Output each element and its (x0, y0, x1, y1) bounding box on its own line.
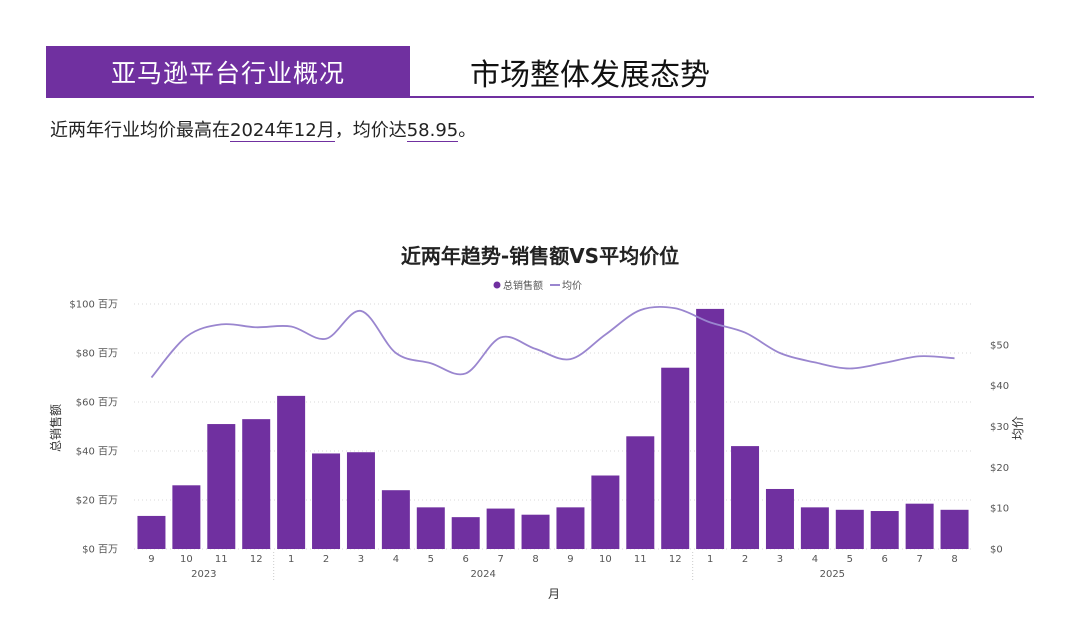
x-tick-label: 3 (358, 554, 364, 565)
line-series (150, 305, 955, 379)
header-tag-label: 亚马逊平台行业概况 (110, 59, 345, 88)
y-tick-label: $0 百万 (82, 544, 118, 556)
bar (486, 508, 515, 549)
bar (521, 514, 550, 549)
bar (905, 503, 934, 549)
x-tick-label: 7 (916, 554, 922, 565)
bar (626, 436, 655, 549)
y-tick-label: $40 百万 (76, 446, 118, 458)
bar (940, 509, 969, 549)
page-title: 市场整体发展态势 (470, 58, 710, 93)
bar (277, 395, 306, 549)
y2-tick-label: $0 (990, 545, 1003, 556)
y2-tick-label: $30 (990, 422, 1009, 433)
summary-suffix: 。 (458, 120, 477, 141)
x-tick-label: 2 (323, 554, 329, 565)
y2-tick-label: $10 (990, 504, 1009, 515)
x-axis-title: 月 (548, 587, 560, 601)
bar (416, 507, 445, 549)
bar (835, 509, 864, 549)
bar (765, 488, 794, 549)
x-tick-label: 9 (148, 554, 154, 565)
bar (556, 507, 585, 549)
x-tick-label: 8 (532, 554, 538, 565)
price-line (150, 305, 955, 379)
header-divider (46, 96, 1034, 98)
x-tick-label: 1 (288, 554, 294, 565)
bar (800, 507, 829, 549)
chart-title: 近两年趋势-销售额VS平均价位 (401, 244, 679, 268)
x-tick-label: 10 (180, 554, 193, 565)
x-tick-label: 10 (599, 554, 612, 565)
x-tick-label: 2 (742, 554, 748, 565)
bar (696, 308, 725, 549)
y2-tick-label: $50 (990, 340, 1009, 351)
x-tick-label: 11 (215, 554, 228, 565)
legend-label-price: 均价 (562, 280, 582, 292)
summary-peak-month: 2024年12月 (230, 120, 335, 142)
x-tick-label: 3 (777, 554, 783, 565)
bar (451, 517, 480, 549)
x-tick-label: 9 (567, 554, 573, 565)
y-axis-left: $0 百万 $20 百万 $40 百万 $60 百万 $80 百万 $100 百万 (69, 299, 118, 556)
x-tick-label: 6 (463, 554, 469, 565)
bar (346, 452, 375, 549)
y2-tick-label: $40 (990, 381, 1009, 392)
summary-prefix: 近两年行业均价最高在 (50, 120, 230, 141)
bar (731, 446, 760, 549)
legend-swatch-sales (493, 281, 501, 289)
summary-text: 近两年行业均价最高在2024年12月，均价达58.95。 (50, 116, 476, 142)
y2-axis-title: 均价 (1011, 416, 1025, 440)
x-tick-label: 12 (669, 554, 682, 565)
bar (312, 453, 341, 549)
x-tick-label: 11 (634, 554, 647, 565)
y2-tick-label: $20 (990, 463, 1009, 474)
bar (661, 367, 690, 549)
y-axis-title: 总销售额 (48, 404, 63, 452)
x-tick-label: 4 (812, 554, 818, 565)
summary-peak-price: 58.95 (406, 120, 459, 142)
summary-middle: ，均价达 (334, 120, 407, 141)
y-tick-label: $80 百万 (76, 348, 118, 360)
x-tick-label: 12 (250, 554, 263, 565)
x-tick-label: 7 (497, 554, 503, 565)
bar (172, 485, 201, 549)
header-tag: 亚马逊平台行业概况 (46, 46, 410, 98)
x-tick-label: 6 (882, 554, 888, 565)
bar (242, 419, 271, 549)
bar (137, 515, 166, 549)
year-label: 2024 (470, 569, 495, 580)
legend-label-sales: 总销售额 (503, 279, 543, 292)
y-tick-label: $60 百万 (76, 397, 118, 409)
year-label: 2025 (820, 569, 845, 580)
bar (207, 424, 236, 549)
x-tick-label: 4 (393, 554, 399, 565)
y-tick-label: $20 百万 (76, 495, 118, 507)
bar (870, 511, 899, 549)
y-tick-label: $100 百万 (69, 299, 118, 311)
x-tick-label: 5 (428, 554, 434, 565)
chart-legend: 总销售额 均价 (493, 279, 582, 292)
bar (381, 490, 410, 549)
bar (591, 475, 620, 549)
y-axis-right: $0 $10 $20 $30 $40 $50 (990, 340, 1009, 555)
bar-series (137, 308, 969, 549)
x-tick-label: 8 (951, 554, 957, 565)
x-tick-label: 5 (847, 554, 853, 565)
x-tick-label: 1 (707, 554, 713, 565)
year-label: 2023 (191, 569, 216, 580)
